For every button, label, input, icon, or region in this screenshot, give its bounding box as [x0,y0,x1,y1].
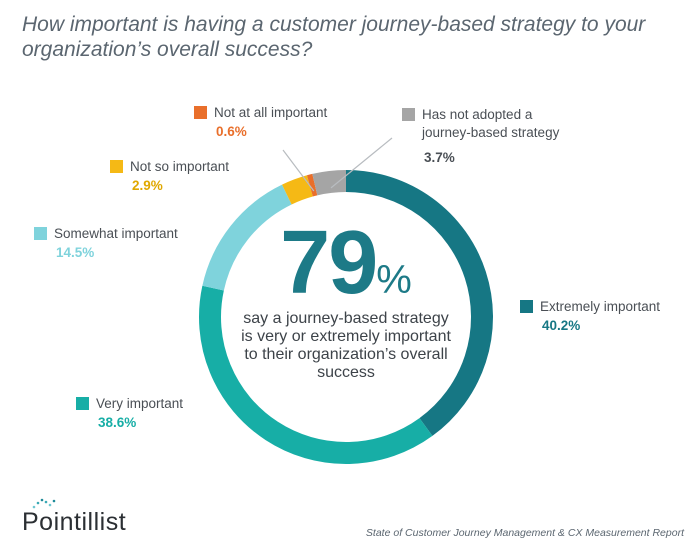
legend-label-not-at-all-important: Not at all important [214,105,328,120]
legend-value-has-not-adopted-a-journey-based-strategy: 3.7% [424,150,455,165]
legend-swatch-not-so-important [110,160,123,173]
slice-not-at-all-important [306,173,318,197]
slice-very-important [199,285,433,464]
legend-value-very-important: 38.6% [98,415,136,430]
legend-value-extremely-important: 40.2% [542,318,580,333]
leader-lines [282,137,393,192]
legend-swatch-has-not-adopted-a-journey-based-strategy [402,108,415,121]
legend: Extremely important 40.2% Very important 38… [34,105,660,430]
legend-swatch-somewhat-important [34,227,47,240]
legend-value-somewhat-important: 14.5% [56,245,94,260]
legend-label-very-important: Very important [96,396,183,411]
legend-swatch-very-important [76,397,89,410]
slice-somewhat-important [202,184,292,291]
slice-has-not-adopted-a-journey-based-strategy [312,170,347,196]
center-value: 79% [246,218,446,325]
center-unit: % [376,258,412,302]
legend-label-extremely-important: Extremely important [540,299,660,314]
chart-title: How important is having a customer journ… [22,13,646,61]
leader-line-not-at-all-important [282,149,315,192]
source-note: State of Customer Journey Management & C… [365,527,684,539]
slice-extremely-important [345,170,493,436]
donut-slices [199,170,493,464]
leader-line-has-not-adopted-a-journey-based-strategy [330,137,393,189]
slice-not-so-important [282,175,314,205]
center-number: 79 [280,213,378,313]
legend-swatch-extremely-important [520,300,533,313]
legend-label-has-not-adopted-a-journey-based-strategy: Has not adopted a journey-based strategy [421,107,560,140]
legend-value-not-at-all-important: 0.6% [216,124,247,139]
legend-label-somewhat-important: Somewhat important [54,226,178,241]
legend-label-not-so-important: Not so important [130,159,229,174]
center-caption: say a journey-based strategy is very or … [241,310,451,381]
legend-swatch-not-at-all-important [194,106,207,119]
dots-icon [32,498,56,509]
pointillist-logo: Pointillist [22,508,127,536]
legend-value-not-so-important: 2.9% [132,178,163,193]
